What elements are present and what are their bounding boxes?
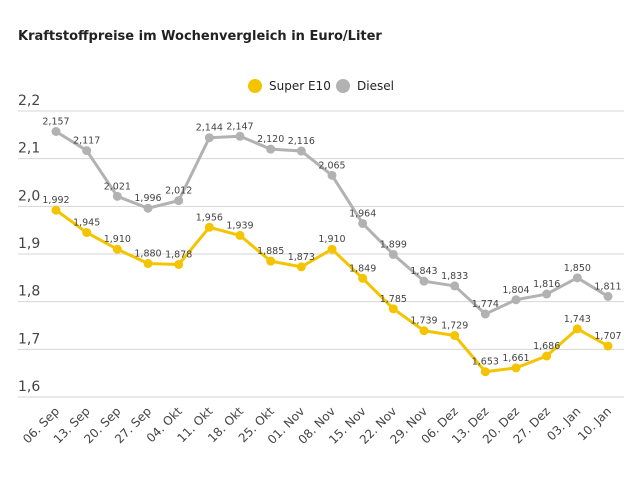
data-label: 1,850	[564, 263, 591, 274]
data-point	[51, 205, 61, 215]
legend-label: Diesel	[357, 79, 394, 93]
data-label: 1,964	[349, 208, 376, 219]
data-label: 1,992	[42, 195, 69, 206]
data-point	[112, 191, 122, 201]
data-point	[572, 273, 582, 283]
data-point	[327, 170, 337, 180]
data-label: 2,021	[104, 181, 131, 192]
data-label: 2,144	[196, 123, 223, 134]
data-label: 1,843	[410, 266, 437, 277]
data-label: 1,899	[380, 239, 407, 250]
data-point	[174, 196, 184, 206]
data-point	[174, 259, 184, 269]
data-label: 2,157	[42, 116, 69, 127]
y-tick-label: 2,1	[18, 141, 40, 157]
data-point	[572, 324, 582, 334]
y-tick-label: 2,0	[18, 188, 40, 204]
y-tick-label: 1,9	[18, 236, 40, 252]
data-point	[603, 291, 613, 301]
data-label: 1,774	[472, 299, 499, 310]
data-point	[450, 281, 460, 291]
data-point	[266, 256, 276, 266]
data-label: 1,873	[288, 252, 315, 263]
data-label: 1,743	[564, 314, 591, 325]
data-label: 2,147	[226, 121, 253, 132]
data-label: 2,065	[318, 160, 345, 171]
x-tick-label: 10. Jan	[575, 404, 614, 443]
data-label: 1,939	[226, 220, 253, 231]
data-point	[82, 228, 92, 238]
data-point	[143, 203, 153, 213]
chart-title: Kraftstoffpreise im Wochenvergleich in E…	[18, 29, 382, 44]
data-point	[358, 273, 368, 283]
data-label: 2,120	[257, 134, 284, 145]
data-point	[388, 249, 398, 259]
data-point	[419, 276, 429, 286]
data-label: 1,653	[472, 357, 499, 368]
data-point	[511, 363, 521, 373]
data-label: 1,661	[502, 353, 529, 364]
data-point	[480, 309, 490, 319]
data-label: 1,686	[533, 341, 560, 352]
data-label: 1,945	[73, 218, 100, 229]
data-label: 1,729	[441, 321, 468, 332]
data-point	[419, 326, 429, 336]
y-tick-label: 1,8	[18, 284, 40, 300]
data-label: 1,996	[134, 193, 161, 204]
data-point	[388, 304, 398, 314]
data-point	[204, 133, 214, 143]
data-label: 2,116	[288, 136, 315, 147]
data-point	[235, 131, 245, 141]
data-point	[112, 244, 122, 254]
data-label: 1,811	[594, 281, 621, 292]
data-point	[450, 331, 460, 341]
data-label: 1,849	[349, 263, 376, 274]
data-label: 1,910	[318, 234, 345, 245]
data-point	[296, 146, 306, 156]
legend-marker-super-e10	[248, 79, 262, 93]
data-point	[511, 295, 521, 305]
data-label: 1,739	[410, 316, 437, 327]
data-label: 1,880	[134, 249, 161, 260]
data-point	[82, 146, 92, 156]
data-label: 1,878	[165, 249, 192, 260]
data-label: 1,816	[533, 279, 560, 290]
legend-marker-diesel	[336, 79, 350, 93]
data-label: 1,804	[502, 285, 529, 296]
data-label: 1,885	[257, 246, 284, 257]
data-label: 2,117	[73, 136, 100, 147]
data-point	[296, 262, 306, 272]
y-tick-label: 2,2	[18, 93, 40, 109]
data-label: 1,910	[104, 234, 131, 245]
data-point	[143, 259, 153, 269]
data-label: 2,012	[165, 186, 192, 197]
y-tick-label: 1,6	[18, 379, 40, 395]
data-label: 1,785	[380, 294, 407, 305]
data-point	[235, 230, 245, 240]
legend-label: Super E10	[269, 79, 331, 93]
data-label: 1,956	[196, 212, 223, 223]
y-tick-label: 1,7	[18, 331, 40, 347]
data-label: 1,707	[594, 331, 621, 342]
data-point	[266, 144, 276, 154]
data-point	[542, 351, 552, 361]
data-point	[358, 218, 368, 228]
data-point	[51, 126, 61, 136]
data-point	[603, 341, 613, 351]
data-point	[480, 367, 490, 377]
data-point	[204, 222, 214, 232]
data-label: 1,833	[441, 271, 468, 282]
data-point	[327, 244, 337, 254]
data-point	[542, 289, 552, 299]
